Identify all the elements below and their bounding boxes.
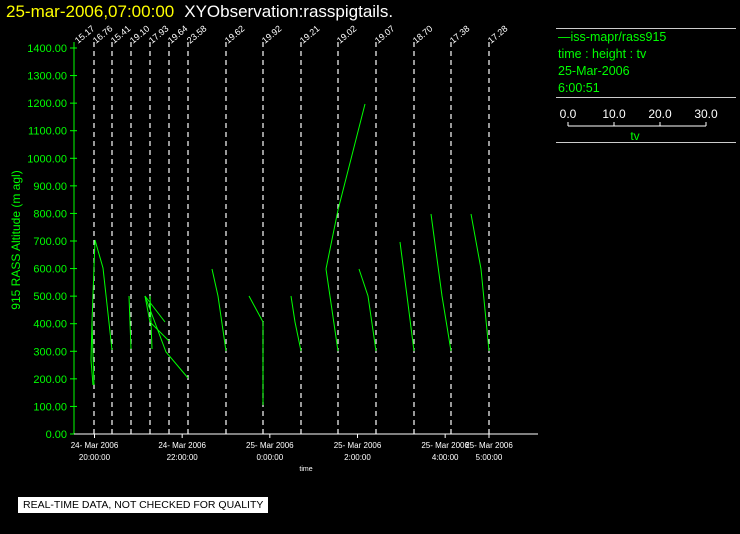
profile-trace bbox=[128, 295, 132, 350]
profile-label: 19.92 bbox=[260, 23, 284, 45]
scale-tick-label: 20.0 bbox=[648, 107, 672, 121]
profile-label: 19.07 bbox=[373, 23, 397, 45]
legend-color-scale: 0.0 10.0 20.0 30.0 tv bbox=[556, 98, 740, 142]
x-axis-label: time bbox=[299, 466, 312, 473]
y-axis-label: 915 RASS Altitude (m agl) bbox=[9, 170, 23, 309]
legend: —iss-mapr/rass915 time : height : tv 25-… bbox=[556, 28, 740, 143]
y-tick-label: 700.00 bbox=[33, 236, 67, 248]
profile-trace bbox=[358, 268, 377, 352]
profile-trace bbox=[325, 103, 366, 270]
y-axis: 0.00 100.00 200.00 300.00 400.00 500.00 600.00… bbox=[27, 42, 77, 441]
x-axis: 24- Mar 2006 20:00:00 24- Mar 2006 22:00:00… bbox=[71, 433, 538, 462]
profile-label: 19.02 bbox=[335, 23, 359, 45]
profile-trace bbox=[144, 295, 170, 342]
y-tick-label: 300.00 bbox=[33, 346, 67, 358]
profile-trace bbox=[290, 295, 302, 352]
y-tick-label: 200.00 bbox=[33, 374, 67, 386]
profile-label: 15.17 bbox=[73, 23, 97, 45]
profile-label: 23.58 bbox=[185, 23, 209, 45]
x-tick-label-date: 24- Mar 2006 bbox=[71, 441, 119, 450]
legend-series-label: iss-mapr/rass915 bbox=[570, 30, 667, 44]
y-tick-label: 400.00 bbox=[33, 319, 67, 331]
y-tick-label: 500.00 bbox=[33, 291, 67, 303]
profile-label: 19.64 bbox=[166, 23, 190, 45]
legend-bottom-rule bbox=[556, 142, 736, 143]
x-tick-label-date: 25- Mar 2006 bbox=[246, 441, 294, 450]
y-tick-label: 1100.00 bbox=[28, 126, 67, 138]
profile-label: 16.76 bbox=[91, 23, 115, 45]
y-tick-label: 800.00 bbox=[33, 208, 67, 220]
x-tick-label-time: 2:00:00 bbox=[344, 453, 371, 462]
legend-mid-rule bbox=[556, 97, 736, 98]
legend-series-row: —iss-mapr/rass915 bbox=[556, 29, 740, 46]
title-date: 25-mar-2006,07:00:00 bbox=[6, 2, 175, 21]
profile-label: 15.41 bbox=[109, 23, 133, 45]
y-tick-label: 0.00 bbox=[46, 429, 67, 441]
legend-line-1: time : height : tv bbox=[558, 47, 647, 61]
profile-label: 17.28 bbox=[486, 23, 510, 45]
x-tick-label-date: 25- Mar 2006 bbox=[421, 441, 469, 450]
y-tick-label: 600.00 bbox=[33, 264, 67, 276]
x-tick-label-date: 25- Mar 2006 bbox=[465, 441, 513, 450]
y-tick-label: 100.00 bbox=[33, 401, 67, 413]
scale-label: tv bbox=[630, 129, 639, 142]
x-tick-label-time: 0:00:00 bbox=[256, 453, 283, 462]
profile-trace bbox=[144, 295, 189, 379]
profile-label: 17.93 bbox=[147, 23, 171, 45]
profile-trace bbox=[211, 268, 227, 352]
profile-trace bbox=[430, 213, 452, 352]
profile-trace bbox=[90, 321, 94, 386]
y-tick-label: 1000.00 bbox=[27, 153, 67, 165]
legend-line-3: 6:00:51 bbox=[558, 81, 600, 95]
x-tick-label-time: 22:00:00 bbox=[167, 453, 199, 462]
scale-tick-label: 10.0 bbox=[602, 107, 626, 121]
profile-trace bbox=[248, 295, 264, 405]
x-tick-label-time: 4:00:00 bbox=[432, 453, 459, 462]
y-tick-label: 1200.00 bbox=[27, 98, 67, 110]
x-tick-label-time: 5:00:00 bbox=[476, 453, 503, 462]
quality-disclaimer: REAL-TIME DATA, NOT CHECKED FOR QUALITY bbox=[18, 497, 269, 513]
title-observation: XYObservation:rasspigtails. bbox=[184, 2, 394, 21]
profile-label: 17.38 bbox=[448, 23, 472, 45]
scale-ticks: 0.0 10.0 20.0 30.0 bbox=[560, 107, 718, 127]
x-tick-label-time: 20:00:00 bbox=[79, 453, 111, 462]
y-tick-label: 1400.00 bbox=[27, 43, 67, 55]
legend-swatch: — bbox=[558, 30, 571, 44]
scale-tick-label: 0.0 bbox=[560, 107, 577, 121]
profile-label: 18.70 bbox=[411, 23, 435, 45]
profile-trace bbox=[144, 295, 166, 323]
y-tick-label: 1300.00 bbox=[27, 71, 67, 83]
y-tick-label: 900.00 bbox=[33, 181, 67, 193]
legend-top-rule bbox=[556, 28, 736, 29]
chart-title: 25-mar-2006,07:00:00 XYObservation:rasspi… bbox=[6, 2, 393, 22]
legend-line-2: 25-Mar-2006 bbox=[558, 64, 630, 78]
x-tick-label-date: 24- Mar 2006 bbox=[158, 441, 206, 450]
profile-label: 19.10 bbox=[128, 23, 152, 45]
profile-label: 19.62 bbox=[223, 23, 247, 45]
profile-trace bbox=[91, 239, 113, 386]
profile-label: 19.21 bbox=[298, 23, 322, 45]
x-tick-label-date: 25- Mar 2006 bbox=[334, 441, 382, 450]
profile-trace bbox=[399, 241, 415, 352]
profile-trace bbox=[470, 213, 490, 352]
profile-trace bbox=[325, 268, 339, 352]
scale-tick-label: 30.0 bbox=[694, 107, 718, 121]
